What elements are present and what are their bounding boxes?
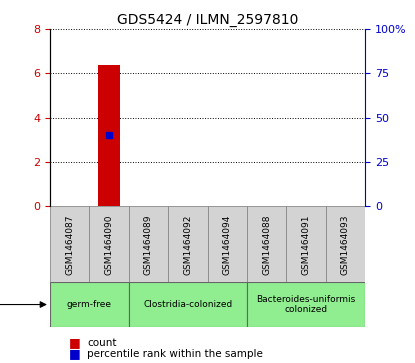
Text: germ-free: germ-free <box>67 300 112 309</box>
Bar <box>50 207 89 282</box>
Text: GSM1464093: GSM1464093 <box>341 214 350 275</box>
Title: GDS5424 / ILMN_2597810: GDS5424 / ILMN_2597810 <box>117 13 298 26</box>
Bar <box>129 282 247 327</box>
Bar <box>286 207 326 282</box>
Bar <box>247 282 365 327</box>
Bar <box>208 207 247 282</box>
Text: GSM1464087: GSM1464087 <box>65 214 74 275</box>
Bar <box>98 65 120 207</box>
Text: percentile rank within the sample: percentile rank within the sample <box>87 349 263 359</box>
Text: Bacteroides-uniformis
colonized: Bacteroides-uniformis colonized <box>256 295 356 314</box>
Text: GSM1464088: GSM1464088 <box>262 214 271 275</box>
Text: ■: ■ <box>69 347 81 360</box>
Bar <box>326 207 365 282</box>
Bar <box>89 207 129 282</box>
Text: GSM1464092: GSM1464092 <box>183 214 192 274</box>
Text: GSM1464091: GSM1464091 <box>302 214 310 275</box>
Bar <box>168 207 208 282</box>
Bar <box>50 282 129 327</box>
Text: count: count <box>87 338 117 348</box>
Text: GSM1464089: GSM1464089 <box>144 214 153 275</box>
Text: ■: ■ <box>69 337 81 350</box>
Text: Clostridia-colonized: Clostridia-colonized <box>143 300 232 309</box>
Bar <box>247 207 286 282</box>
Text: GSM1464090: GSM1464090 <box>105 214 113 275</box>
Text: GSM1464094: GSM1464094 <box>223 214 232 274</box>
Bar <box>129 207 168 282</box>
